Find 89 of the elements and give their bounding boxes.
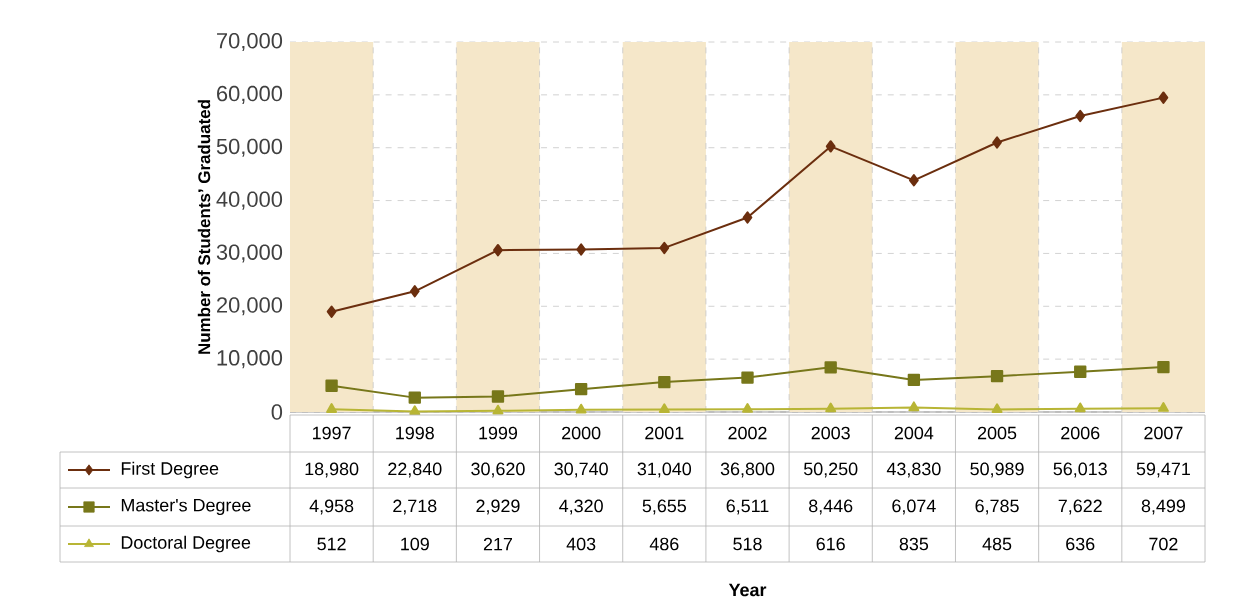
point	[326, 403, 338, 413]
y-tick-label: 0	[271, 404, 283, 420]
point	[825, 402, 837, 413]
data-label: 5,655	[642, 499, 687, 515]
point	[658, 403, 670, 414]
text: Year	[728, 583, 767, 597]
data-label: 109	[401, 537, 429, 551]
point	[576, 243, 587, 256]
point	[325, 379, 338, 392]
data-label: 6,074	[892, 499, 936, 515]
data-label: 518	[733, 537, 762, 551]
point	[907, 373, 921, 387]
y-axis-title: Number of Students’ Graduated	[197, 100, 211, 354]
data-label: 4,958	[309, 499, 354, 515]
point	[1075, 109, 1086, 123]
point	[824, 361, 837, 374]
point	[990, 369, 1004, 383]
data-label: 2,929	[476, 499, 520, 515]
x-tick-label: 1997	[313, 426, 351, 440]
x-tick-label: 2005	[978, 426, 1017, 440]
point	[742, 403, 753, 413]
point	[409, 285, 420, 298]
legend-label: Master's Degree	[121, 498, 251, 516]
point	[1157, 402, 1169, 412]
point	[1074, 402, 1086, 413]
point	[991, 403, 1003, 414]
point	[742, 211, 753, 224]
x-tick-label: 1998	[396, 426, 434, 440]
data-label: 50,250	[803, 462, 858, 478]
point	[491, 390, 505, 403]
data-label: 56,013	[1053, 462, 1107, 478]
data-label: 59,471	[1136, 462, 1190, 478]
point	[1157, 360, 1170, 374]
y-tick-label: 30,000	[216, 244, 283, 263]
y-tick-label: 70,000	[217, 32, 283, 52]
point	[659, 241, 670, 255]
x-tick-label: 2006	[1061, 426, 1100, 440]
data-label: 30,620	[471, 462, 525, 478]
y-tick-label: 20,000	[217, 297, 283, 316]
x-tick-label: 2004	[894, 426, 934, 440]
y-tick-label: 50,000	[216, 138, 283, 157]
data-label: 636	[1066, 537, 1095, 551]
data-label: 217	[483, 537, 513, 551]
point	[574, 382, 588, 396]
data-label: 7,622	[1058, 499, 1102, 515]
point	[408, 391, 421, 404]
x-tick-label: 2007	[1144, 426, 1183, 440]
data-label: 43,830	[886, 462, 941, 478]
data-label: 36,800	[720, 462, 775, 478]
point	[1158, 91, 1169, 104]
data-label: 486	[649, 537, 679, 551]
x-tick-label: 2003	[811, 426, 850, 440]
data-label: 702	[1149, 537, 1178, 551]
point	[1074, 365, 1087, 378]
data-label: 4,320	[559, 499, 603, 515]
data-label: 6,511	[726, 499, 769, 515]
data-label: 6,785	[975, 499, 1019, 515]
data-label: 31,040	[637, 462, 692, 478]
data-label: 8,499	[1141, 499, 1185, 515]
data-label: 403	[566, 537, 596, 551]
point	[741, 371, 754, 384]
legend-label: Doctoral Degree	[121, 535, 251, 553]
data-label: 50,989	[970, 462, 1024, 478]
data-label: 30,740	[554, 462, 608, 478]
point	[575, 403, 587, 414]
y-tick-label: 60,000	[217, 85, 283, 104]
data-label: 18,980	[305, 462, 359, 478]
point	[326, 305, 337, 318]
point	[825, 140, 836, 153]
point	[908, 174, 919, 187]
legend-label: First Degree	[121, 461, 219, 479]
y-tick-label: 10,000	[217, 350, 283, 369]
point	[493, 243, 503, 257]
x-tick-label: 2001	[645, 426, 684, 440]
point	[492, 404, 504, 415]
data-label: 22,840	[388, 462, 442, 478]
data-label: 835	[899, 537, 929, 551]
x-tick-label: 1999	[479, 426, 518, 440]
data-label: 485	[982, 537, 1012, 551]
point	[992, 136, 1002, 149]
data-label: 616	[816, 537, 845, 551]
data-label: 2,718	[393, 499, 437, 515]
x-tick-label: 2002	[728, 426, 767, 440]
point	[658, 375, 671, 389]
point	[908, 401, 920, 412]
y-tick-label: 40,000	[216, 191, 283, 210]
data-label: 512	[317, 537, 346, 551]
data-label: 8,446	[809, 499, 853, 515]
x-tick-label: 2000	[562, 426, 601, 440]
